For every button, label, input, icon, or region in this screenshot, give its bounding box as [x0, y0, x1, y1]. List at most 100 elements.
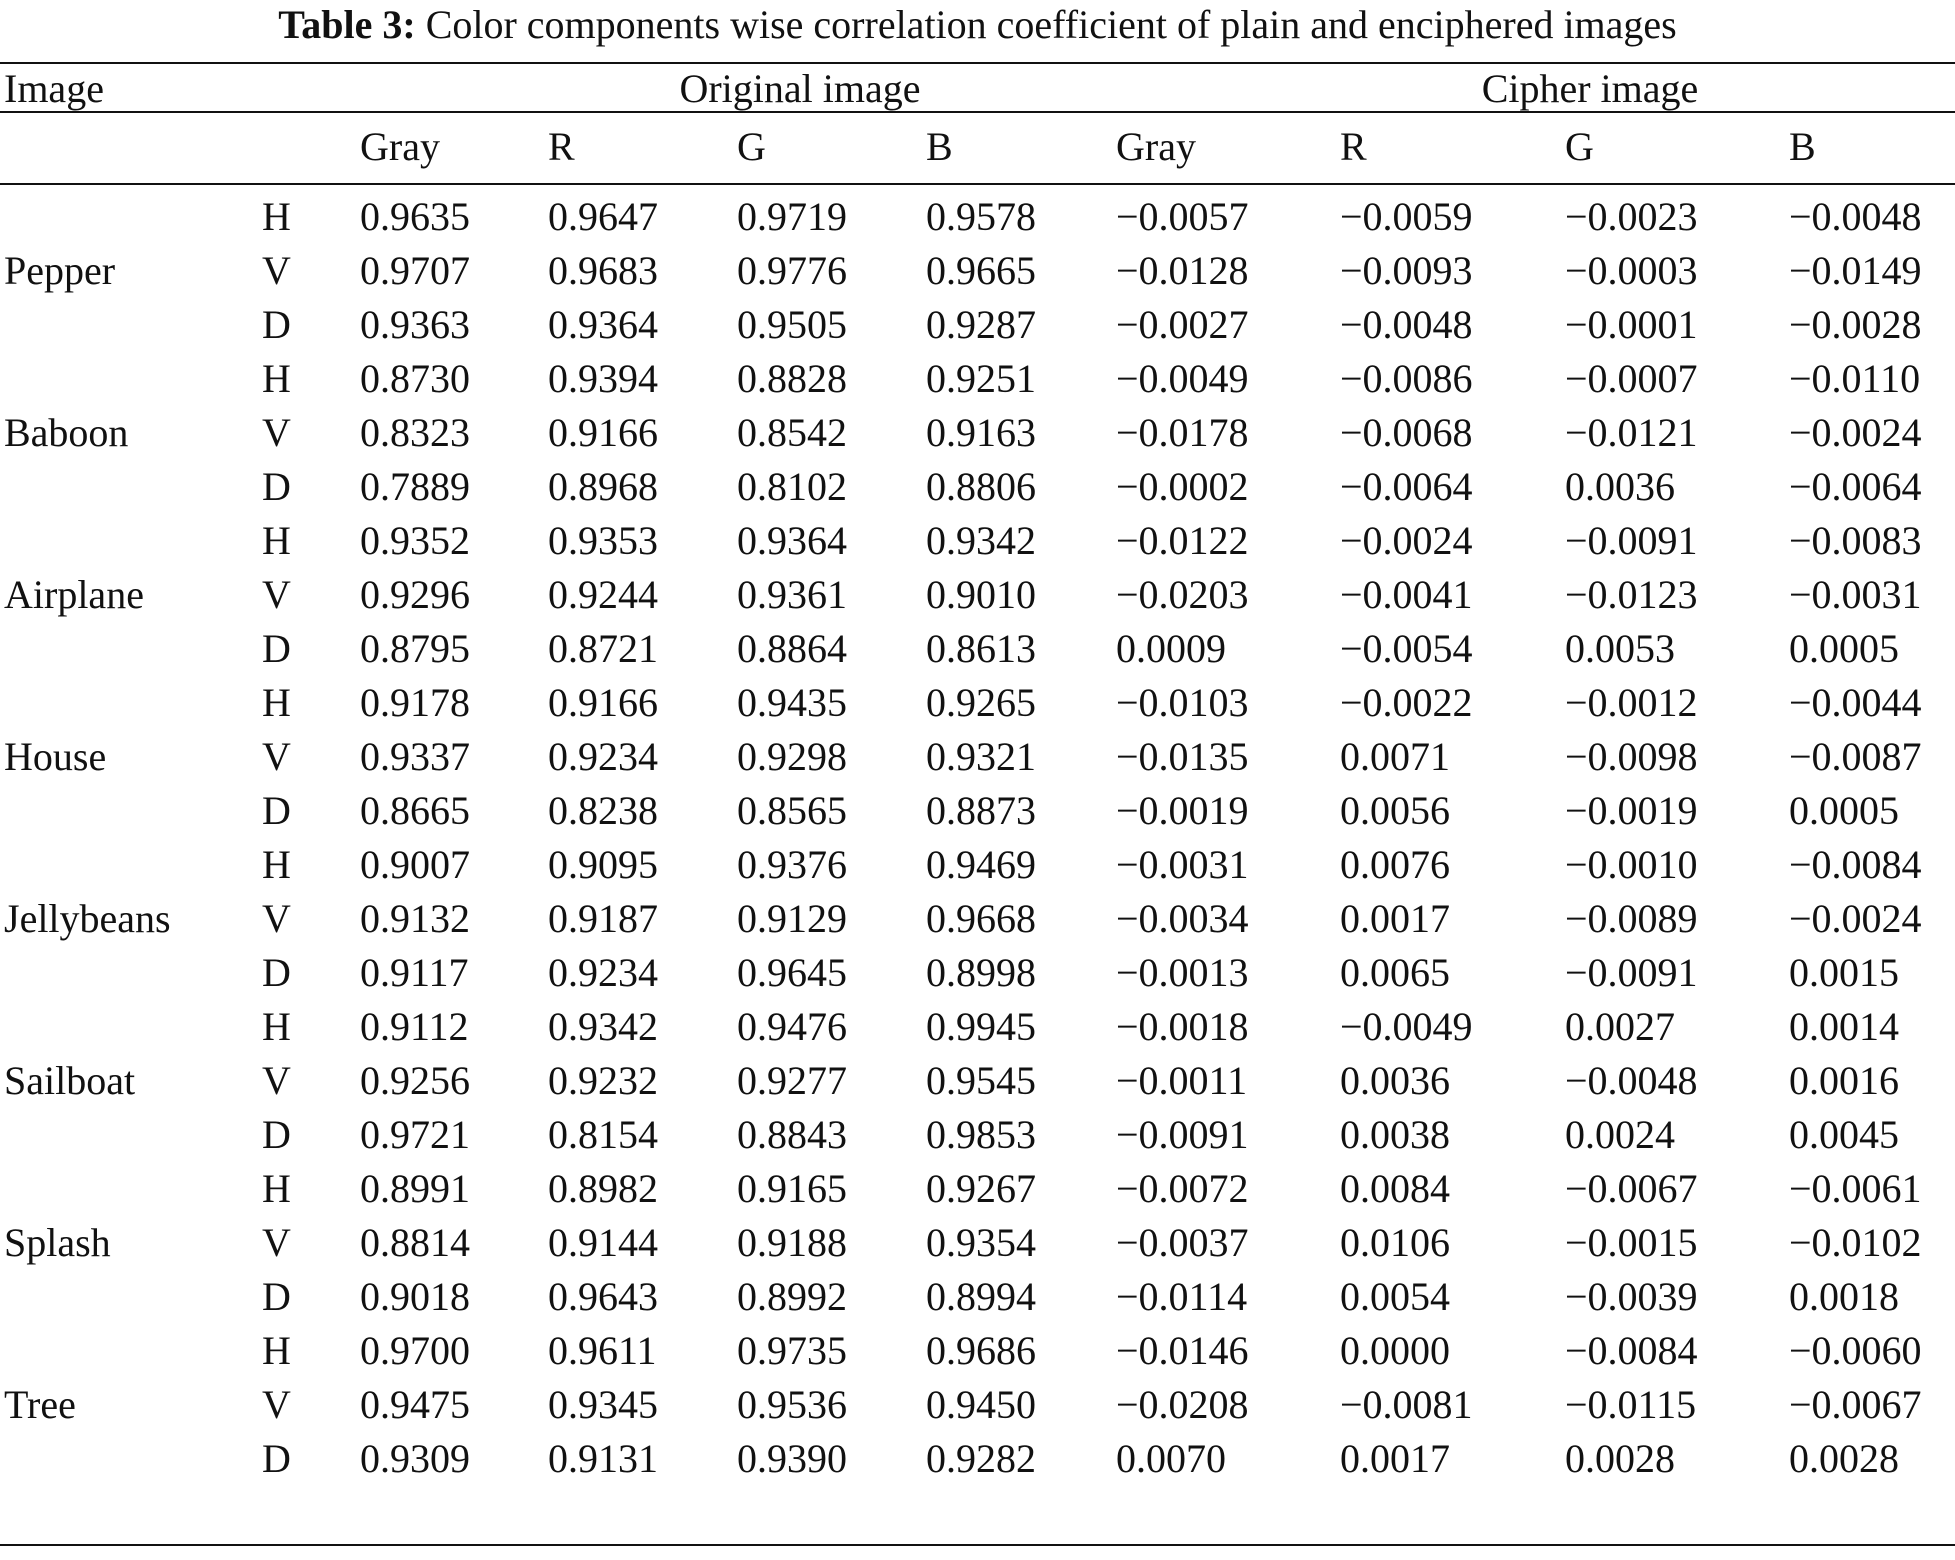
table-cell: 0.9256: [360, 1058, 470, 1103]
bottom-rule: [0, 1544, 1955, 1546]
table-cell: −0.0039: [1565, 1274, 1698, 1319]
table-cell: 0.9643: [548, 1274, 658, 1319]
table-cell: −0.0049: [1340, 1004, 1473, 1049]
subheader-original-r: R: [548, 124, 575, 169]
table-cell: −0.0122: [1116, 518, 1249, 563]
row-label-image: Airplane: [4, 572, 144, 617]
table-cell: 0.0038: [1340, 1112, 1450, 1157]
row-label-image: House: [4, 734, 107, 779]
table-cell: 0.9112: [360, 1004, 469, 1049]
table-cell: −0.0048: [1340, 302, 1473, 347]
table-cell: 0.0017: [1340, 1436, 1450, 1481]
header-image: Image: [4, 66, 104, 111]
table-cell: 0.0106: [1340, 1220, 1450, 1265]
row-direction: D: [262, 626, 291, 671]
table-cell: 0.9234: [548, 734, 658, 779]
table-cell: −0.0048: [1565, 1058, 1698, 1103]
table-cell: −0.0060: [1789, 1328, 1922, 1373]
table-cell: 0.0036: [1340, 1058, 1450, 1103]
table-cell: 0.0054: [1340, 1274, 1450, 1319]
table-cell: 0.9345: [548, 1382, 658, 1427]
table-title: Color components wise correlation coeffi…: [425, 2, 1677, 47]
table-cell: 0.0000: [1340, 1328, 1450, 1373]
table-cell: 0.9635: [360, 194, 470, 239]
table-cell: 0.9129: [737, 896, 847, 941]
row-direction: V: [262, 1220, 291, 1265]
table-caption: Table 3: Color components wise correlati…: [0, 0, 1955, 50]
table-cell: −0.0031: [1116, 842, 1249, 887]
table-cell: −0.0018: [1116, 1004, 1249, 1049]
table-cell: 0.9342: [926, 518, 1036, 563]
table-cell: 0.9645: [737, 950, 847, 995]
table-cell: 0.9166: [548, 680, 658, 725]
table-cell: −0.0135: [1116, 734, 1249, 779]
table-cell: 0.0015: [1789, 950, 1899, 995]
table-cell: 0.9776: [737, 248, 847, 293]
row-direction: V: [262, 1382, 291, 1427]
row-label-image: Pepper: [4, 248, 116, 293]
table-cell: 0.9188: [737, 1220, 847, 1265]
table-cell: −0.0024: [1789, 410, 1922, 455]
table-cell: 0.0076: [1340, 842, 1450, 887]
table-cell: 0.9298: [737, 734, 847, 779]
subheader-cipher-gray: Gray: [1116, 124, 1196, 169]
table-cell: 0.9282: [926, 1436, 1036, 1481]
table-cell: 0.9476: [737, 1004, 847, 1049]
table-cell: 0.9536: [737, 1382, 847, 1427]
table-cell: 0.9364: [737, 518, 847, 563]
table-cell: 0.9376: [737, 842, 847, 887]
row-direction: V: [262, 248, 291, 293]
table-cell: −0.0121: [1565, 410, 1698, 455]
table-cell: 0.9166: [548, 410, 658, 455]
row-direction: D: [262, 302, 291, 347]
table-cell: 0.0028: [1789, 1436, 1899, 1481]
table-cell: 0.9131: [548, 1436, 658, 1481]
top-rule: [0, 62, 1955, 64]
table-cell: 0.8864: [737, 626, 847, 671]
table-cell: 0.8102: [737, 464, 847, 509]
table-label: Table 3:: [278, 2, 416, 47]
table-cell: −0.0072: [1116, 1166, 1249, 1211]
row-direction: H: [262, 1166, 291, 1211]
table-cell: 0.9267: [926, 1166, 1036, 1211]
table-cell: 0.0009: [1116, 626, 1226, 671]
table-cell: 0.8843: [737, 1112, 847, 1157]
table-cell: 0.9165: [737, 1166, 847, 1211]
table-cell: −0.0022: [1340, 680, 1473, 725]
table-cell: −0.0115: [1565, 1382, 1697, 1427]
row-label-image: Baboon: [4, 410, 129, 455]
table-cell: 0.0036: [1565, 464, 1675, 509]
row-label-image: Sailboat: [4, 1058, 136, 1103]
table-cell: −0.0044: [1789, 680, 1922, 725]
table-cell: 0.8154: [548, 1112, 658, 1157]
table-cell: 0.9144: [548, 1220, 658, 1265]
row-direction: H: [262, 842, 291, 887]
table-cell: −0.0091: [1565, 950, 1698, 995]
subheader-cipher-b: B: [1789, 124, 1816, 169]
header-mid-rule: [0, 111, 1955, 113]
row-direction: H: [262, 356, 291, 401]
table-cell: −0.0041: [1340, 572, 1473, 617]
table-cell: 0.9853: [926, 1112, 1036, 1157]
table-cell: −0.0015: [1565, 1220, 1698, 1265]
subheader-original-g: G: [737, 124, 766, 169]
table-cell: −0.0091: [1565, 518, 1698, 563]
table-cell: −0.0081: [1340, 1382, 1473, 1427]
table-cell: 0.8730: [360, 356, 470, 401]
table-cell: 0.8992: [737, 1274, 847, 1319]
row-direction: H: [262, 1328, 291, 1373]
table-cell: −0.0013: [1116, 950, 1249, 995]
row-direction: H: [262, 1004, 291, 1049]
table-cell: −0.0068: [1340, 410, 1473, 455]
table-cell: 0.9668: [926, 896, 1036, 941]
table-cell: 0.8721: [548, 626, 658, 671]
table-cell: −0.0091: [1116, 1112, 1249, 1157]
table-cell: 0.0017: [1340, 896, 1450, 941]
table-cell: 0.9244: [548, 572, 658, 617]
table-cell: −0.0103: [1116, 680, 1249, 725]
table-cell: −0.0203: [1116, 572, 1249, 617]
table-cell: 0.9505: [737, 302, 847, 347]
table-cell: 0.9686: [926, 1328, 1036, 1373]
table-cell: 0.8323: [360, 410, 470, 455]
table-cell: −0.0093: [1340, 248, 1473, 293]
